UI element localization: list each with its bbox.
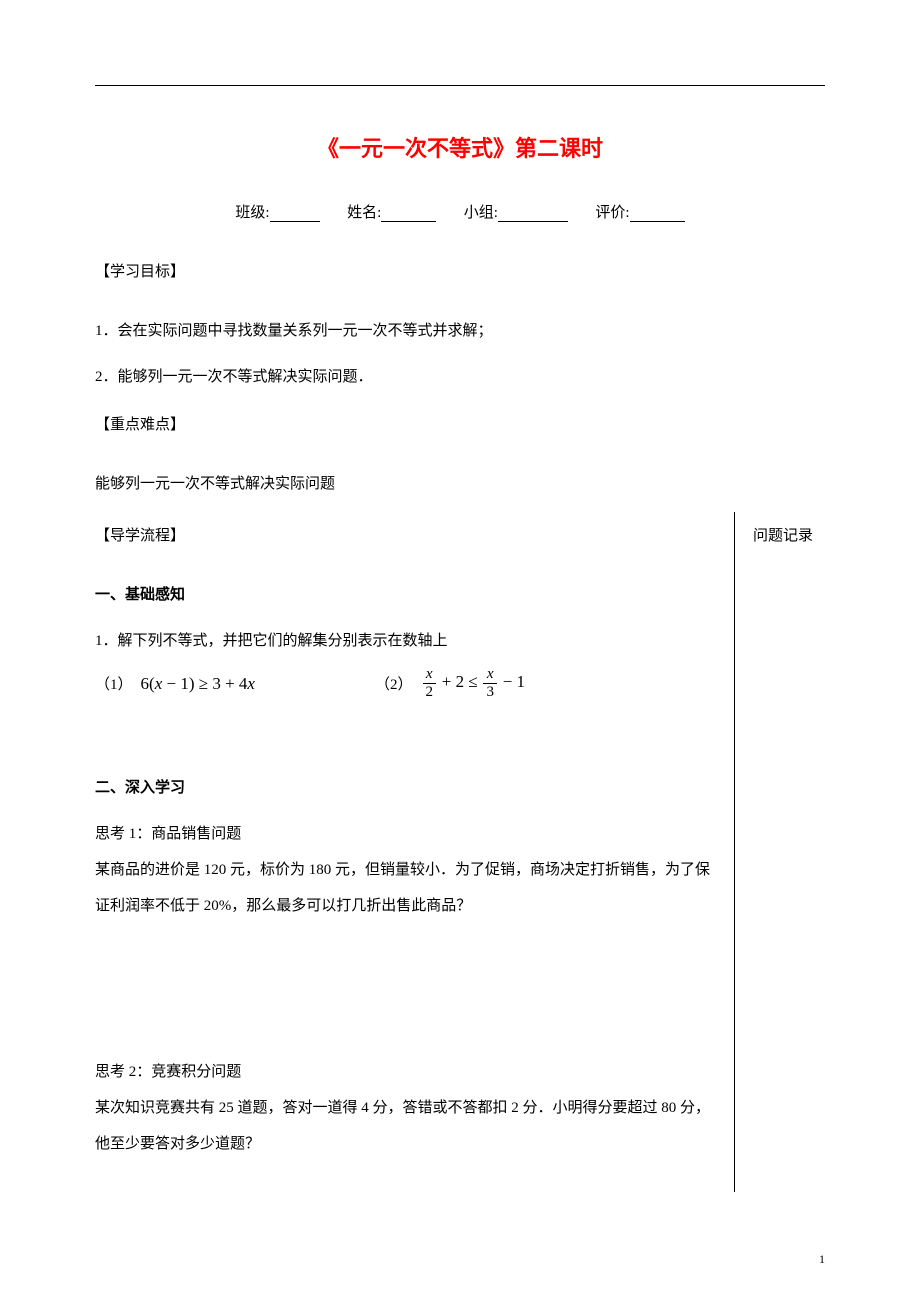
objective-1: 1．会在实际问题中寻找数量关系列一元一次不等式并求解； (95, 313, 825, 349)
rating-label: 评价: (595, 205, 629, 221)
fraction-1: x 2 (423, 667, 437, 700)
group-field[interactable] (498, 206, 568, 222)
page-title: 《一元一次不等式》第二课时 (95, 131, 825, 163)
notes-label: 问题记录 (753, 524, 825, 545)
problem-2: （2） x 2 + 2 ≤ x 3 − 1 (375, 667, 525, 700)
page-number: 1 (819, 1252, 825, 1267)
objective-2: 2．能够列一元一次不等式解决实际问题． (95, 359, 825, 395)
name-field[interactable] (381, 206, 436, 222)
problem-1-expression: 6(x − 1) ≥ 3 + 4x (141, 674, 255, 694)
think1-label: 思考 1：商品销售问题 (95, 816, 714, 852)
flow-header: 【导学流程】 (95, 524, 714, 545)
spacer (95, 1162, 714, 1192)
objectives-header: 【学习目标】 (95, 260, 825, 281)
problem-1-label: （1） (95, 673, 133, 694)
info-form-row: 班级: 姓名: 小组: 评价: (95, 201, 825, 222)
fraction-2: x 3 (483, 667, 497, 700)
class-label: 班级: (235, 205, 269, 221)
problem-2-expression: x 2 + 2 ≤ x 3 − 1 (421, 667, 526, 700)
problem-1: （1） 6(x − 1) ≥ 3 + 4x (95, 667, 375, 700)
basics-header: 一、基础感知 (95, 577, 714, 613)
think2-label: 思考 2：竞赛积分问题 (95, 1054, 714, 1090)
group-label: 小组: (464, 205, 498, 221)
main-column: 【导学流程】 一、基础感知 1．解下列不等式，并把它们的解集分别表示在数轴上 （… (95, 512, 735, 1192)
header-rule (95, 85, 825, 86)
problem-2-label: （2） (375, 673, 413, 694)
think1-text: 某商品的进价是 120 元，标价为 180 元，但销量较小．为了促销，商场决定打… (95, 852, 714, 924)
spacer (95, 924, 714, 1054)
deep-header: 二、深入学习 (95, 770, 714, 806)
problem1-intro: 1．解下列不等式，并把它们的解集分别表示在数轴上 (95, 623, 714, 659)
keypoints-text: 能够列一元一次不等式解决实际问题 (95, 466, 825, 502)
think2-text: 某次知识竞赛共有 25 道题，答对一道得 4 分，答错或不答都扣 2 分．小明得… (95, 1090, 714, 1162)
keypoints-header: 【重点难点】 (95, 413, 825, 434)
side-column: 问题记录 (735, 512, 825, 1192)
two-column-area: 【导学流程】 一、基础感知 1．解下列不等式，并把它们的解集分别表示在数轴上 （… (95, 512, 825, 1192)
rating-field[interactable] (630, 206, 685, 222)
name-label: 姓名: (347, 205, 381, 221)
document-page: 《一元一次不等式》第二课时 班级: 姓名: 小组: 评价: 【学习目标】 1．会… (0, 0, 920, 1302)
class-field[interactable] (270, 206, 320, 222)
problem-row: （1） 6(x − 1) ≥ 3 + 4x （2） x 2 + 2 ≤ (95, 667, 714, 700)
